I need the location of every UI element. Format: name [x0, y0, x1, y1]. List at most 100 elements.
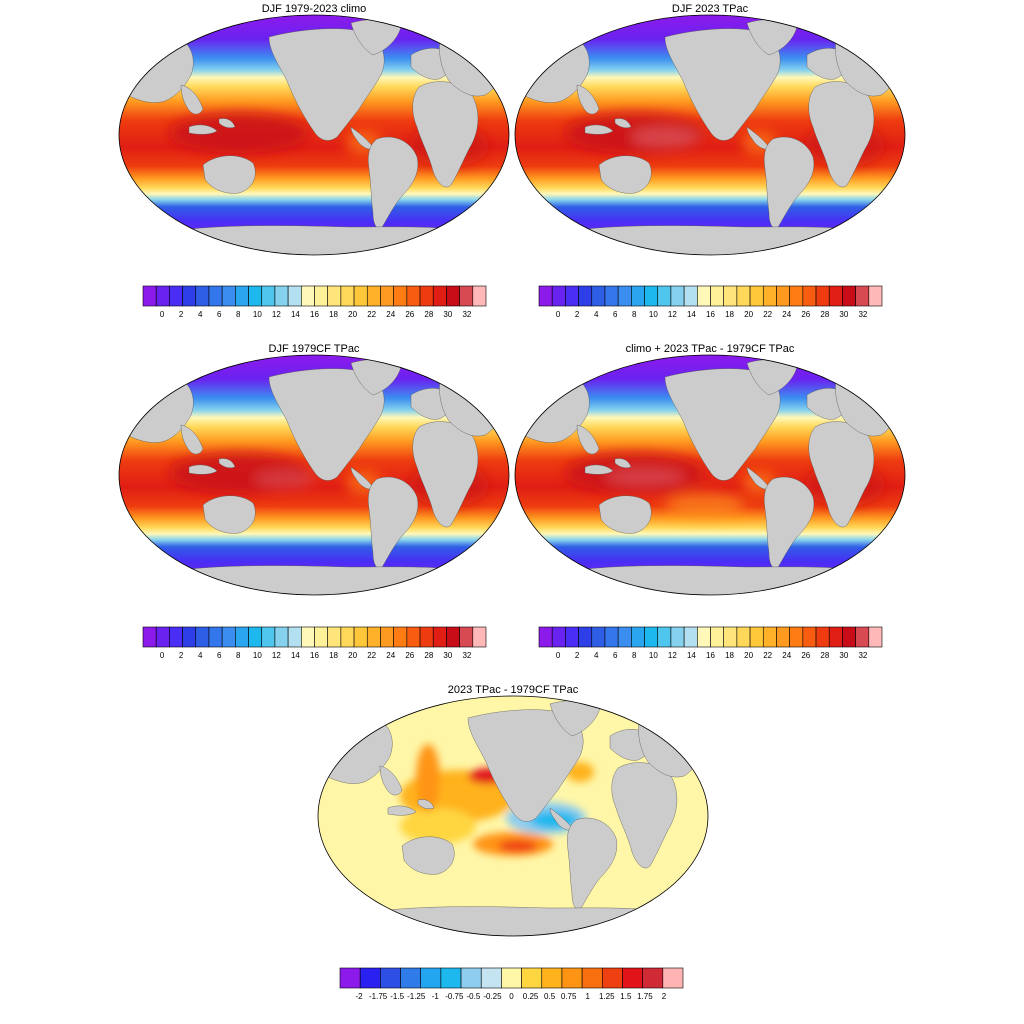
- ocean-field: [119, 355, 509, 595]
- colorbar-tick-label: 24: [386, 310, 395, 319]
- colorbar-tick-label: 14: [687, 651, 696, 660]
- panel-title: DJF 2023 TPac: [672, 3, 749, 15]
- colorbar-tick-label: 6: [217, 651, 222, 660]
- colorbar-tick-label: 2: [179, 651, 184, 660]
- colorbar-tick-label: 16: [310, 651, 319, 660]
- colorbar-tick-label: 8: [236, 651, 241, 660]
- colorbar-swatch: [195, 285, 210, 307]
- colorbar-swatch: [195, 626, 210, 648]
- colorbar-swatch: [460, 967, 482, 989]
- colorbar-swatch: [683, 626, 698, 648]
- ocean-field: [515, 355, 905, 595]
- colorbar-diff: -2 -1.75 -1.5 -1.25 -1 -0.75 -0.5 -0.25 0 0.25 0.5…: [339, 967, 684, 1001]
- colorbar-tick-label: -1.25: [407, 992, 426, 1001]
- colorbar-swatch: [155, 285, 170, 307]
- colorbar-swatch: [565, 285, 579, 307]
- colorbar-swatch: [657, 626, 672, 648]
- colorbar-swatch: [670, 626, 685, 648]
- colorbar-tick-label: 10: [253, 310, 262, 319]
- colorbar-swatch: [420, 967, 442, 989]
- ocean-field: [515, 15, 905, 255]
- colorbar-swatch: [380, 967, 401, 989]
- colorbar-tick-label: 14: [687, 310, 696, 319]
- colorbar-swatch: [631, 285, 645, 307]
- colorbar-swatch: [828, 285, 843, 307]
- colorbar-tick-label: -1.5: [390, 992, 404, 1001]
- colorbar-swatch: [248, 285, 263, 307]
- colorbar-tick-label: 0.5: [544, 992, 556, 1001]
- colorbar-tick-label: 0: [160, 310, 165, 319]
- colorbar-swatch: [235, 285, 249, 307]
- colorbar-swatch: [622, 967, 643, 989]
- colorbar-swatch: [776, 626, 790, 648]
- globe-outline: [317, 695, 709, 937]
- colorbar-tick-label: 26: [801, 310, 810, 319]
- colorbar-sst-2: 0 2 4 6 8 10 12 14 16 18 20 22 24 26 28 30 32: [538, 285, 883, 319]
- colorbar-swatch: [683, 285, 698, 307]
- colorbar-swatch: [472, 285, 487, 307]
- colorbar-swatch: [261, 285, 276, 307]
- colorbar-tick-label: 26: [801, 651, 810, 660]
- colorbar-tick-label: 16: [310, 310, 319, 319]
- colorbar-swatch: [446, 285, 460, 307]
- colorbar-swatch: [868, 626, 883, 648]
- colorbar-swatch: [235, 626, 249, 648]
- colorbar-swatch: [366, 285, 381, 307]
- colorbar-tick-label: 28: [820, 310, 829, 319]
- colorbar-swatch: [842, 285, 856, 307]
- colorbar-swatch: [340, 626, 355, 648]
- map-panel-4: climo + 2023 TPac - 1979CF TPac: [514, 343, 906, 596]
- colorbar-swatch: [697, 285, 711, 307]
- colorbar-tick-label: 1.25: [599, 992, 615, 1001]
- colorbar-swatch: [762, 285, 777, 307]
- colorbar-swatch: [182, 285, 197, 307]
- colorbar-swatch: [182, 626, 197, 648]
- colorbar-tick-label: 2: [575, 651, 580, 660]
- colorbar-tick-label: 16: [706, 651, 715, 660]
- colorbar-swatch: [617, 626, 632, 648]
- colorbar-swatch: [261, 626, 276, 648]
- colorbar-swatch: [762, 626, 777, 648]
- colorbar-swatch: [472, 626, 487, 648]
- panel-title: DJF 1979-2023 climo: [262, 3, 367, 15]
- colorbar-tick-label: 0: [160, 651, 165, 660]
- colorbar-swatch: [604, 285, 619, 307]
- colorbar-tick-label: 0: [509, 992, 514, 1001]
- colorbar-swatch: [710, 626, 724, 648]
- colorbar-tick-label: 32: [858, 651, 867, 660]
- colorbar-tick-label: -0.75: [445, 992, 464, 1001]
- colorbar-swatch: [287, 285, 302, 307]
- colorbar-tick-label: 28: [424, 651, 433, 660]
- map-panel-5: 2023 TPac - 1979CF TPac: [317, 684, 709, 937]
- colorbar-swatch: [353, 626, 368, 648]
- colorbar-swatch: [815, 626, 830, 648]
- map-panel-2: DJF 2023 TPac: [514, 3, 906, 256]
- map-panel-1: DJF 1979-2023 climo: [118, 3, 510, 256]
- colorbar-sst-4: 0 2 4 6 8 10 12 14 16 18 20 22 24 26 28 30 32: [538, 626, 883, 660]
- colorbar-tick-label: 30: [443, 651, 452, 660]
- colorbar-tick-label: -1: [432, 992, 440, 1001]
- colorbar-swatch: [221, 285, 236, 307]
- colorbar-swatch: [631, 626, 645, 648]
- colorbar-swatch: [578, 626, 593, 648]
- colorbar-tick-label: 26: [405, 310, 414, 319]
- colorbar-swatch: [565, 626, 579, 648]
- colorbar-tick-label: 30: [839, 310, 848, 319]
- colorbar-sst-3: 0 2 4 6 8 10 12 14 16 18 20 22 24 26 28 30 32: [142, 626, 487, 660]
- panel-title: climo + 2023 TPac - 1979CF TPac: [626, 343, 795, 355]
- colorbar-swatch: [561, 967, 583, 989]
- colorbar-tick-label: 20: [348, 310, 357, 319]
- colorbar-tick-label: 32: [462, 651, 471, 660]
- colorbar-tick-label: 18: [725, 651, 734, 660]
- colorbar-tick-label: 12: [668, 310, 677, 319]
- colorbar-tick-label: 12: [272, 651, 281, 660]
- colorbar-swatch: [591, 626, 606, 648]
- colorbar-tick-label: 0: [556, 651, 561, 660]
- colorbar-swatch: [541, 967, 563, 989]
- colorbar-swatch: [601, 967, 623, 989]
- colorbar-tick-label: 6: [613, 651, 618, 660]
- ocean-field: [119, 15, 509, 255]
- colorbar-swatch: [828, 626, 843, 648]
- colorbar-tick-label: 24: [386, 651, 395, 660]
- colorbar-swatch: [591, 285, 606, 307]
